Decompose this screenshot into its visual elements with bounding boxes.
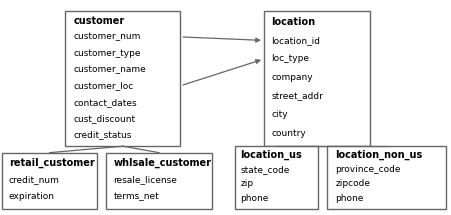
Text: terms_net: terms_net	[113, 192, 159, 201]
Text: expiration: expiration	[9, 192, 55, 201]
Text: customer_num: customer_num	[74, 32, 141, 41]
Text: location: location	[271, 17, 315, 27]
Text: street_addr: street_addr	[271, 92, 323, 101]
Bar	[106, 153, 212, 209]
Bar	[264, 11, 370, 146]
Text: customer_type: customer_type	[74, 49, 141, 58]
Text: credit_status: credit_status	[74, 130, 132, 139]
Text: location_non_us: location_non_us	[336, 150, 423, 160]
Bar	[2, 153, 97, 209]
Text: whlsale_customer: whlsale_customer	[113, 158, 212, 168]
Text: location_id: location_id	[271, 36, 320, 45]
Text: loc_type: loc_type	[271, 54, 309, 63]
Bar	[235, 146, 318, 209]
Text: zipcode: zipcode	[336, 179, 370, 188]
Text: company: company	[271, 73, 313, 82]
Bar	[65, 11, 180, 146]
Text: customer_loc: customer_loc	[74, 81, 133, 90]
Text: zip: zip	[240, 179, 253, 188]
Text: location_us: location_us	[240, 150, 302, 160]
Text: retail_customer: retail_customer	[9, 158, 95, 168]
Text: contact_dates: contact_dates	[74, 98, 137, 107]
Text: province_code: province_code	[336, 165, 401, 174]
Text: customer: customer	[74, 15, 124, 26]
Text: state_code: state_code	[240, 165, 290, 174]
Bar	[327, 146, 446, 209]
Text: customer_name: customer_name	[74, 65, 146, 74]
Text: cust_discount: cust_discount	[74, 114, 136, 123]
Text: resale_license: resale_license	[113, 175, 177, 184]
Text: credit_num: credit_num	[9, 175, 60, 184]
Text: country: country	[271, 129, 306, 138]
Text: phone: phone	[240, 194, 269, 203]
Text: city: city	[271, 110, 288, 119]
Text: phone: phone	[336, 194, 364, 203]
